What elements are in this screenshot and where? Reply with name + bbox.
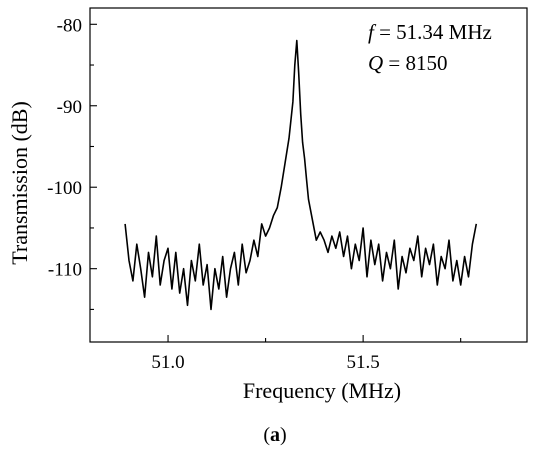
y-tick-label: -80 (57, 15, 82, 36)
frequency-annotation: f = 51.34 MHz (368, 20, 492, 44)
panel-label-open: ( (263, 424, 270, 446)
y-axis-title: Transmission (dB) (7, 101, 32, 265)
axis-ticks: 51.0 51.5 -80 -90 -100 -110 (47, 15, 462, 373)
x-axis-title: Frequency (MHz) (243, 378, 401, 403)
q-symbol: Q (368, 51, 383, 75)
plot-frame (89, 7, 528, 343)
panel-label-close: ) (280, 424, 287, 446)
y-tick-label: -110 (48, 260, 82, 281)
panel-label-letter: a (270, 424, 280, 446)
q-annotation: Q = 8150 (368, 51, 448, 75)
q-value: = 8150 (383, 51, 447, 75)
series-line (124, 39, 478, 311)
frequency-value: = 51.34 MHz (374, 20, 492, 44)
frequency-symbol: f (368, 20, 377, 44)
y-tick-label: -90 (57, 97, 82, 118)
y-tick-label: -100 (47, 178, 82, 199)
x-tick-label: 51.5 (347, 352, 380, 373)
panel-label: (a) (263, 424, 286, 446)
x-tick-label: 51.0 (151, 352, 184, 373)
